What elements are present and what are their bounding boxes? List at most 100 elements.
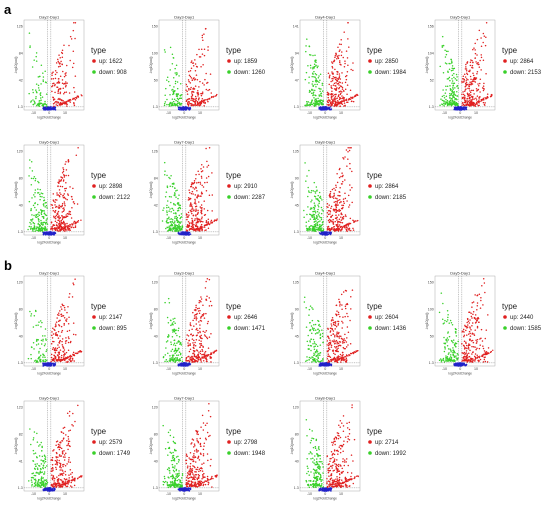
point-up	[69, 213, 72, 216]
point-up	[205, 88, 208, 91]
point-down	[178, 351, 181, 353]
point-up	[204, 101, 206, 104]
point-down	[39, 94, 42, 97]
point-up	[63, 356, 65, 358]
point-up	[54, 204, 56, 206]
point-up	[475, 61, 477, 63]
point-up	[474, 78, 477, 81]
point-up	[482, 32, 485, 35]
point-up	[203, 100, 205, 102]
point-up	[196, 334, 198, 336]
point-down	[166, 174, 168, 177]
point-up	[56, 317, 58, 319]
point-up	[357, 219, 359, 222]
point-down	[166, 103, 168, 106]
point-up	[206, 160, 208, 163]
point-up	[335, 89, 338, 91]
point-up	[200, 65, 202, 68]
point-down	[315, 101, 318, 103]
point-up	[188, 198, 191, 200]
point-up	[67, 100, 70, 102]
point-up	[195, 319, 198, 321]
point-up	[466, 101, 469, 104]
point-up	[71, 226, 73, 228]
point-down	[307, 186, 309, 189]
point-up	[68, 337, 70, 340]
x-tick-label: 0	[459, 111, 461, 115]
point-up	[50, 204, 52, 206]
point-up	[470, 89, 473, 92]
x-tick-label: 0	[324, 236, 326, 240]
legend-marker-down	[92, 195, 96, 199]
y-tick-label: 90	[295, 177, 299, 181]
plot-frame	[23, 19, 85, 111]
point-not-significant	[321, 108, 324, 111]
point-up	[474, 52, 477, 55]
point-down	[169, 94, 171, 96]
point-down	[172, 57, 175, 59]
point-up	[190, 97, 193, 100]
point-down	[166, 316, 169, 319]
point-up	[471, 98, 474, 100]
point-up	[350, 96, 352, 99]
point-up	[212, 351, 214, 354]
point-down	[46, 207, 48, 209]
point-up	[58, 182, 60, 184]
point-down	[38, 211, 40, 214]
point-down	[170, 218, 173, 220]
point-up	[194, 360, 197, 363]
point-up	[51, 72, 53, 74]
point-up	[334, 78, 337, 81]
point-up	[202, 330, 204, 333]
point-up	[54, 323, 57, 325]
point-up	[196, 218, 199, 221]
point-up	[207, 347, 210, 349]
point-down	[315, 217, 318, 220]
legend-title: type	[367, 171, 383, 180]
point-up	[67, 336, 70, 338]
point-up	[347, 38, 349, 40]
point-down	[320, 212, 323, 215]
point-up	[347, 223, 349, 225]
point-up	[62, 304, 64, 307]
point-down	[41, 321, 43, 324]
point-down	[178, 214, 181, 217]
point-up	[51, 337, 54, 339]
point-up	[53, 355, 56, 357]
point-up	[347, 21, 349, 24]
point-up	[63, 91, 66, 94]
point-down	[453, 72, 455, 75]
point-up	[70, 217, 73, 219]
point-down	[167, 206, 170, 208]
point-up	[59, 349, 62, 351]
point-up	[203, 208, 206, 210]
point-up	[60, 51, 63, 54]
point-up	[347, 101, 349, 104]
point-up	[63, 216, 65, 219]
point-down	[318, 227, 321, 229]
point-down	[37, 358, 39, 360]
point-up	[55, 62, 58, 64]
point-up	[331, 220, 333, 223]
point-down	[45, 214, 48, 217]
point-up	[57, 90, 59, 93]
point-up	[65, 91, 68, 93]
point-up	[199, 330, 201, 333]
point-not-significant	[462, 106, 465, 109]
point-down	[170, 223, 173, 225]
point-down	[167, 352, 169, 355]
point-up	[336, 77, 338, 80]
point-up	[345, 74, 348, 77]
point-up	[469, 75, 472, 78]
point-up	[74, 278, 76, 280]
point-up	[62, 99, 64, 102]
y-tick-label: 1.3	[294, 230, 299, 234]
point-up	[63, 324, 65, 326]
point-not-significant	[184, 106, 187, 108]
point-down	[39, 320, 42, 322]
point-up	[189, 205, 191, 207]
point-up	[333, 59, 336, 62]
point-down	[169, 185, 172, 188]
point-up	[192, 214, 195, 217]
point-down	[180, 97, 183, 100]
